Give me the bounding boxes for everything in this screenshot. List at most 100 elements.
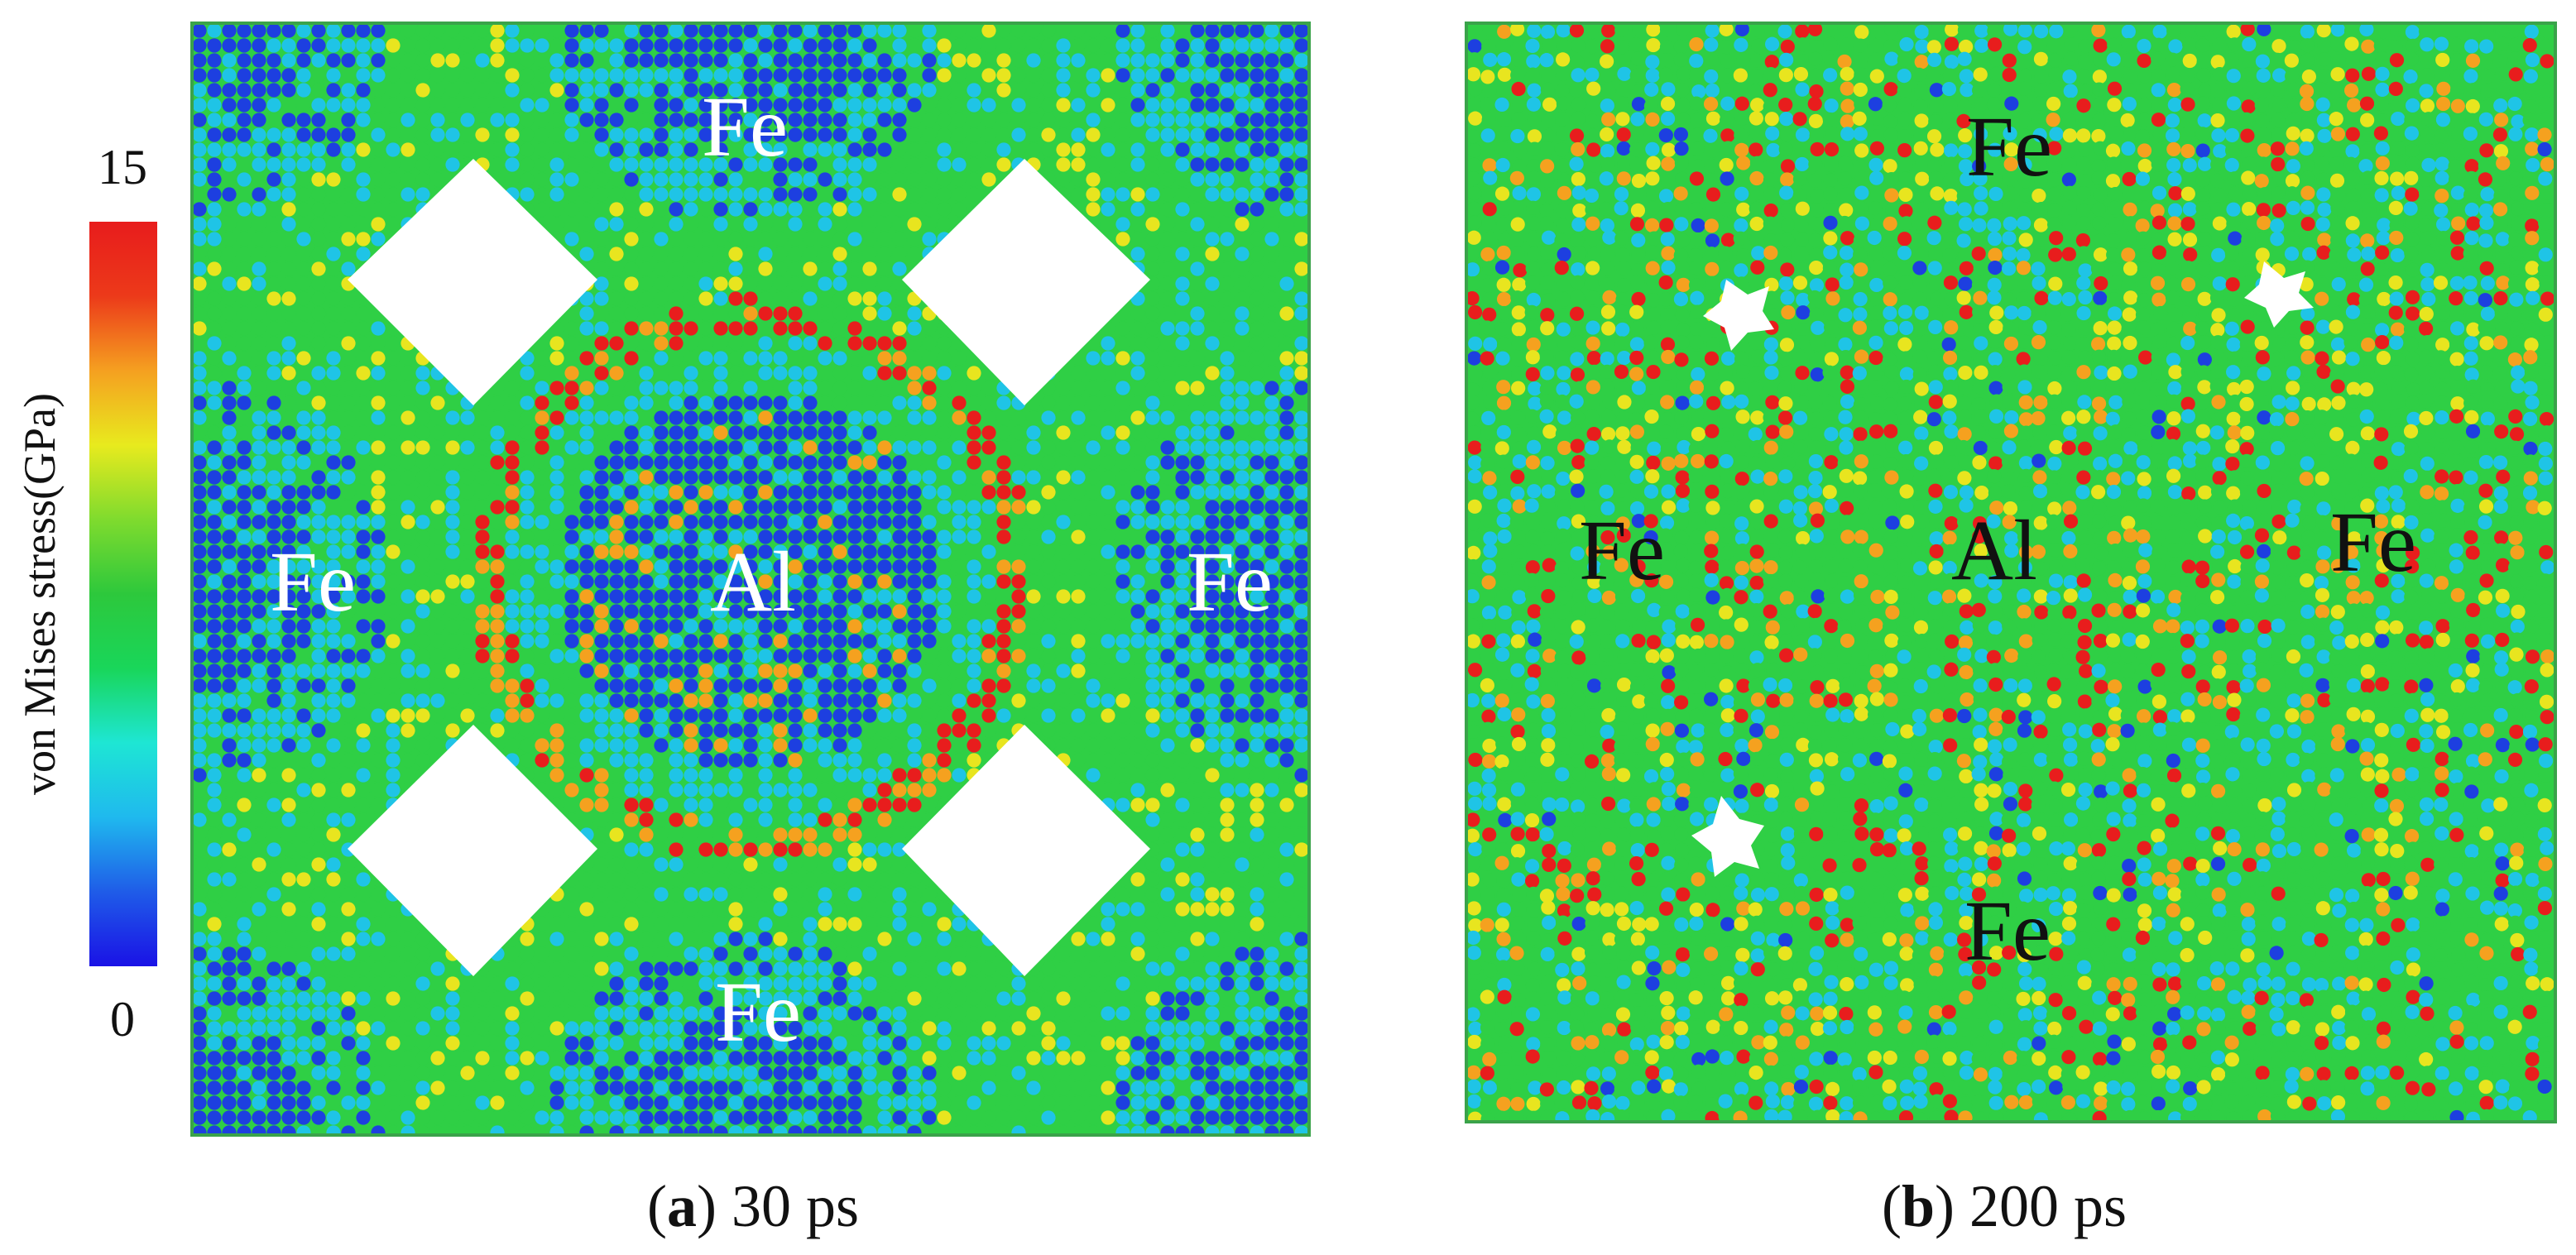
atom (1235, 872, 1250, 887)
atom (1101, 693, 1115, 708)
atom (967, 68, 981, 83)
atom (520, 693, 535, 708)
atom (1145, 678, 1160, 693)
atom (1041, 544, 1056, 559)
atom (698, 991, 713, 1006)
atom (579, 529, 594, 544)
atom (818, 276, 832, 291)
atom (937, 157, 952, 172)
atom (1145, 619, 1160, 634)
atom (758, 232, 773, 247)
atom (549, 604, 564, 619)
atom (192, 753, 207, 768)
atom (1101, 708, 1115, 723)
atom (773, 544, 788, 559)
atom (1190, 306, 1205, 321)
atom (654, 961, 669, 976)
atom (624, 604, 639, 619)
atom (415, 708, 430, 723)
atom (1294, 425, 1309, 440)
atom (401, 708, 415, 723)
atom (684, 217, 698, 232)
atom (252, 53, 266, 68)
atom (877, 455, 892, 470)
atom (654, 887, 669, 902)
atom (1279, 559, 1294, 574)
atom (1220, 157, 1235, 172)
atom (1264, 768, 1279, 783)
atom (1205, 68, 1220, 83)
atom (192, 500, 207, 515)
atom (698, 127, 713, 142)
atom (1294, 574, 1309, 589)
atom (967, 127, 981, 142)
atom (758, 98, 773, 113)
atom (311, 976, 326, 991)
atom (907, 529, 922, 544)
atom (281, 470, 296, 485)
atom (386, 142, 401, 157)
atom (952, 113, 967, 127)
atom (728, 321, 743, 336)
atom (669, 991, 684, 1006)
atom (505, 113, 520, 127)
atom (1026, 83, 1041, 98)
atom (1264, 559, 1279, 574)
atom (788, 500, 803, 515)
atom (818, 98, 832, 113)
atom (758, 336, 773, 351)
atom (728, 619, 743, 634)
atom (192, 336, 207, 351)
atom (430, 38, 445, 53)
atom (415, 38, 430, 53)
atom (1294, 768, 1309, 783)
atom (728, 812, 743, 827)
atom (341, 351, 356, 366)
atom (832, 276, 847, 291)
atom (326, 529, 341, 544)
atom (713, 366, 728, 381)
atom (341, 693, 356, 708)
atom (1205, 381, 1220, 395)
atom (252, 306, 266, 321)
atom (401, 142, 415, 157)
atom (1115, 604, 1130, 619)
atom (1190, 708, 1205, 723)
atom (520, 589, 535, 604)
atom (1160, 932, 1175, 946)
atom (1175, 232, 1190, 247)
atom (907, 991, 922, 1006)
atom (371, 961, 386, 976)
atom (698, 529, 713, 544)
atom (1205, 202, 1220, 217)
atom (1294, 798, 1309, 812)
atom (609, 366, 624, 381)
atom (1294, 291, 1309, 306)
atom (1071, 961, 1086, 976)
atom (579, 68, 594, 83)
atom (549, 753, 564, 768)
atom (996, 961, 1011, 976)
atom (564, 798, 579, 812)
atom (803, 827, 818, 842)
atom (296, 336, 311, 351)
atom (728, 291, 743, 306)
atom (892, 172, 907, 187)
atom (1264, 753, 1279, 768)
atom (892, 768, 907, 783)
atom (475, 1006, 490, 1021)
atom (1145, 589, 1160, 604)
atom (743, 157, 758, 172)
atom (788, 98, 803, 113)
atom (371, 321, 386, 336)
atom (401, 529, 415, 544)
atom (1041, 485, 1056, 500)
atom (281, 708, 296, 723)
atom (981, 113, 996, 127)
atom (579, 589, 594, 604)
atom (594, 53, 609, 68)
atom (609, 529, 624, 544)
atom (1250, 961, 1264, 976)
atom (862, 574, 877, 589)
atom (832, 708, 847, 723)
